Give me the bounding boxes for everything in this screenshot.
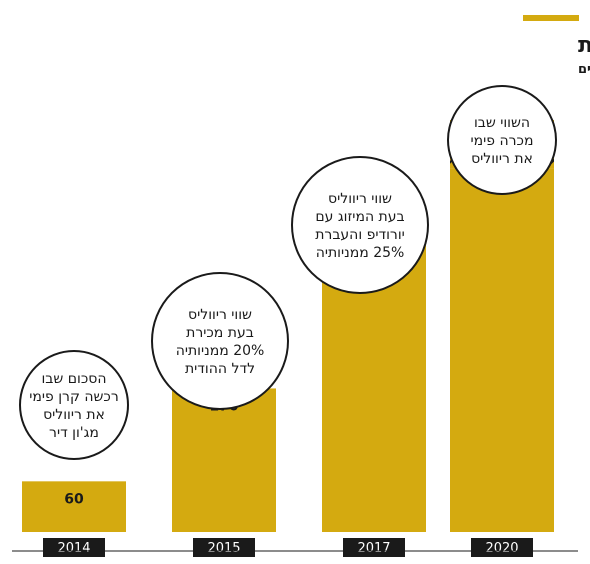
bar [172, 388, 276, 532]
annotation-bubble [291, 156, 429, 294]
year-box [43, 538, 105, 557]
year-box [193, 538, 255, 557]
chart-subtitle: שווי ריווליס טיפס מאז רכישתה על ידי קרן … [578, 62, 590, 77]
year-box [343, 538, 405, 557]
year-label: 2015 [207, 541, 240, 556]
annotation-line: שווי ריווליס [188, 307, 252, 323]
chart-title: משביחה ומוכרת [578, 33, 590, 58]
year-label: 2014 [57, 541, 90, 556]
annotation-bubble [19, 350, 129, 460]
bar [22, 481, 126, 532]
bars-group: 60201417020153602017430–4502020 [22, 120, 554, 557]
annotation-line: בעת מכירת [186, 325, 254, 341]
year-label: 2020 [485, 541, 518, 556]
annotation-line: יורודיפ והעברת [315, 227, 405, 243]
annotation-line: מכרה פימי [471, 133, 534, 149]
annotation-line: מג'ון דיר [49, 425, 99, 441]
annotation-bubble [447, 85, 557, 195]
annotation-line: השווי שבו [474, 115, 530, 131]
bar [450, 168, 554, 532]
annotation-line: הסכום שבו [41, 371, 106, 387]
annotation-line: 25% ממניותיה [316, 245, 405, 261]
annotation-line: רכשה קרן פימי [29, 389, 118, 405]
annotation-line: את ריווליס [471, 151, 533, 167]
bar-value-label: 60 [64, 491, 84, 507]
year-box [471, 538, 533, 557]
annotation-line: בעת המיזוג עם [315, 209, 404, 225]
year-label: 2017 [357, 541, 390, 556]
annotation-line: 20% ממניותיה [176, 343, 265, 359]
annotation-line: לדל ההודית [185, 361, 255, 377]
accent-bar [523, 15, 579, 21]
annotation-bubble [151, 272, 289, 410]
annotation-line: את ריווליס [43, 407, 105, 423]
bubbles-group: הסכום שבו רכשה קרן פימי את ריווליס מג'ון די… [19, 85, 557, 460]
annotation-line: שווי ריווליס [328, 191, 392, 207]
